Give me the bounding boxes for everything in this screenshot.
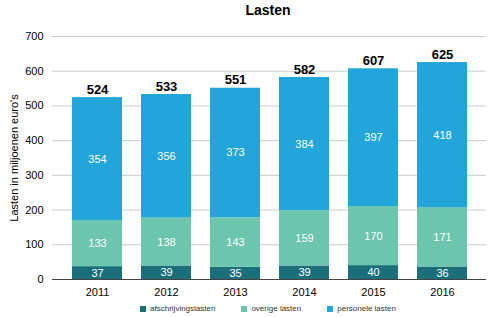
svg-text:533: 533 [156, 79, 178, 94]
svg-text:2015: 2015 [361, 286, 385, 298]
svg-text:418: 418 [433, 129, 451, 141]
svg-text:35: 35 [229, 267, 241, 279]
svg-text:2016: 2016 [430, 286, 454, 298]
svg-text:607: 607 [363, 53, 385, 68]
html-text:afschrijvingslasten: afschrijvingslasten [150, 304, 216, 313]
html-text:overige lasten: overige lasten [251, 304, 302, 313]
svg-text:400: 400 [25, 134, 43, 146]
html-text:Lasten: Lasten [245, 2, 291, 18]
svg-text:354: 354 [88, 153, 106, 165]
svg-text:582: 582 [294, 62, 316, 77]
svg-text:2011: 2011 [86, 286, 110, 298]
svg-text:2013: 2013 [223, 286, 247, 298]
svg-text:159: 159 [295, 232, 313, 244]
svg-text:500: 500 [25, 99, 43, 111]
svg-text:133: 133 [88, 237, 106, 249]
svg-text:170: 170 [364, 230, 382, 242]
svg-text:171: 171 [433, 231, 451, 243]
svg-text:138: 138 [157, 236, 175, 248]
svg-text:625: 625 [432, 47, 454, 62]
svg-text:384: 384 [295, 138, 313, 150]
svg-text:397: 397 [364, 131, 382, 143]
svg-text:700: 700 [25, 30, 43, 42]
svg-text:551: 551 [225, 72, 247, 87]
svg-text:2014: 2014 [292, 286, 316, 298]
svg-text:40: 40 [367, 266, 379, 278]
svg-text:2012: 2012 [154, 286, 178, 298]
svg-text:600: 600 [25, 65, 43, 77]
svg-text:Lasten in miljoenen euro's: Lasten in miljoenen euro's [8, 94, 20, 222]
svg-text:39: 39 [160, 266, 172, 278]
svg-text:36: 36 [436, 267, 448, 279]
svg-text:143: 143 [226, 236, 244, 248]
svg-text:200: 200 [25, 204, 43, 216]
svg-text:373: 373 [226, 146, 244, 158]
svg-text:100: 100 [25, 238, 43, 250]
svg-text:37: 37 [91, 267, 103, 279]
svg-text:524: 524 [87, 82, 109, 97]
svg-text:0: 0 [37, 273, 43, 285]
svg-text:39: 39 [298, 266, 310, 278]
html-text:personele lasten: personele lasten [337, 304, 396, 313]
svg-text:300: 300 [25, 169, 43, 181]
svg-text:356: 356 [157, 150, 175, 162]
